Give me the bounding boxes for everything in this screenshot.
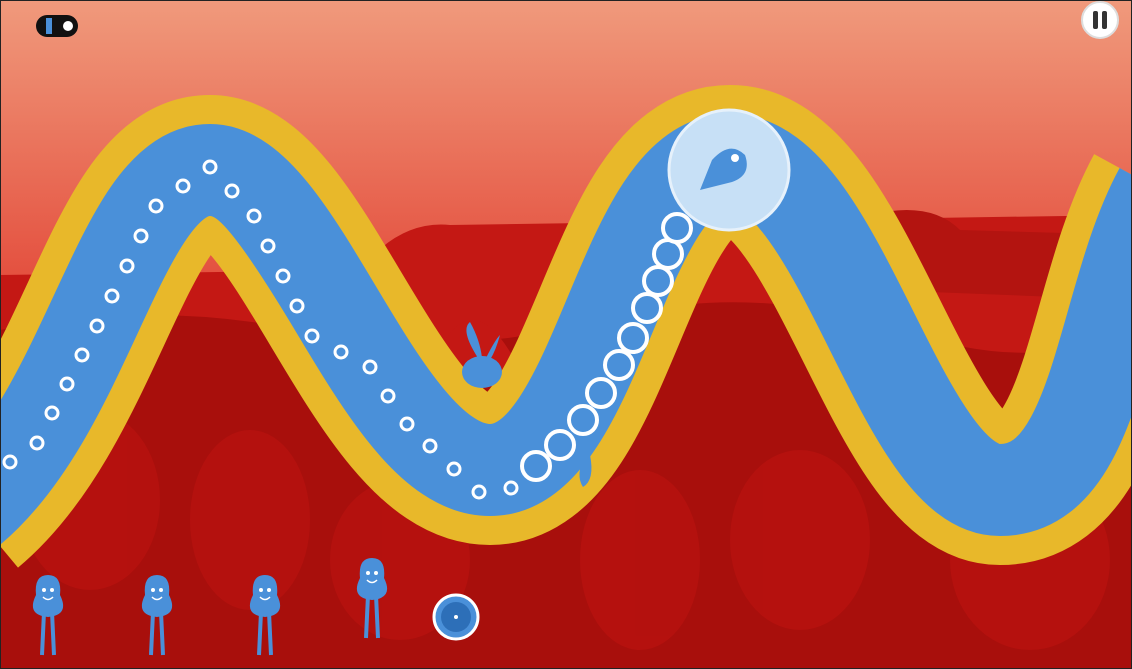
chain-segment <box>661 212 693 244</box>
chain-segment <box>567 404 599 436</box>
villager-legs <box>149 611 165 656</box>
villager-eye <box>159 588 163 592</box>
villager-body <box>32 575 64 617</box>
villager <box>356 558 388 639</box>
villager-eye <box>366 571 370 575</box>
path-dot <box>380 388 396 404</box>
villager <box>249 575 281 656</box>
path-dot <box>446 461 462 477</box>
chain-segment <box>603 349 635 381</box>
water-drop <box>579 455 592 487</box>
path-dot <box>29 435 45 451</box>
villager-eye <box>50 588 54 592</box>
ability-button[interactable] <box>432 593 480 641</box>
chain-segment <box>585 377 617 409</box>
path-dot <box>148 198 164 214</box>
path-dot <box>503 480 519 496</box>
villager-body <box>249 575 281 617</box>
track-lane <box>0 113 1132 544</box>
path-dot <box>304 328 320 344</box>
path-dot <box>246 208 262 224</box>
villager-smile <box>366 579 378 584</box>
path-dot <box>362 359 378 375</box>
villager-eye <box>259 588 263 592</box>
villager-legs <box>40 611 56 656</box>
path-dot <box>289 298 305 314</box>
characters <box>32 558 388 656</box>
lives-icon <box>36 15 78 37</box>
villager <box>32 575 64 656</box>
path-dot <box>74 347 90 363</box>
sprout-creature <box>462 322 502 388</box>
chain-segment <box>652 238 684 270</box>
path-dot <box>275 268 291 284</box>
path-dot <box>119 258 135 274</box>
pause-button[interactable] <box>1081 1 1119 39</box>
track <box>0 84 1132 568</box>
chain-segment <box>544 429 576 461</box>
path-dot <box>89 318 105 334</box>
path-dot <box>399 416 415 432</box>
villager-smile <box>42 596 54 601</box>
villager-body <box>356 558 388 600</box>
chain-segment <box>631 292 663 324</box>
path-dot <box>44 405 60 421</box>
path-dot <box>175 178 191 194</box>
chain-segment <box>520 450 552 482</box>
villager-smile <box>151 596 163 601</box>
player-chain <box>520 212 693 482</box>
path-dot <box>202 159 218 175</box>
path-dot <box>59 376 75 392</box>
villager-eye <box>374 571 378 575</box>
path-dot <box>260 238 276 254</box>
villager-eye <box>151 588 155 592</box>
path-dot <box>2 454 18 470</box>
player-eye <box>731 154 739 162</box>
chain-segment <box>617 322 649 354</box>
villager-eye <box>267 588 271 592</box>
villager-smile <box>259 596 271 601</box>
villager-legs <box>364 594 380 639</box>
villager-body <box>141 575 173 617</box>
villager-eye <box>42 588 46 592</box>
chain-segment <box>642 265 674 297</box>
path-dot <box>471 484 487 500</box>
path-dots <box>2 159 519 500</box>
path-dot <box>333 344 349 360</box>
path-dot <box>133 228 149 244</box>
path-dot <box>224 183 240 199</box>
path-dot <box>422 438 438 454</box>
villager-legs <box>257 611 273 656</box>
path-dot <box>104 288 120 304</box>
villager <box>141 575 173 656</box>
